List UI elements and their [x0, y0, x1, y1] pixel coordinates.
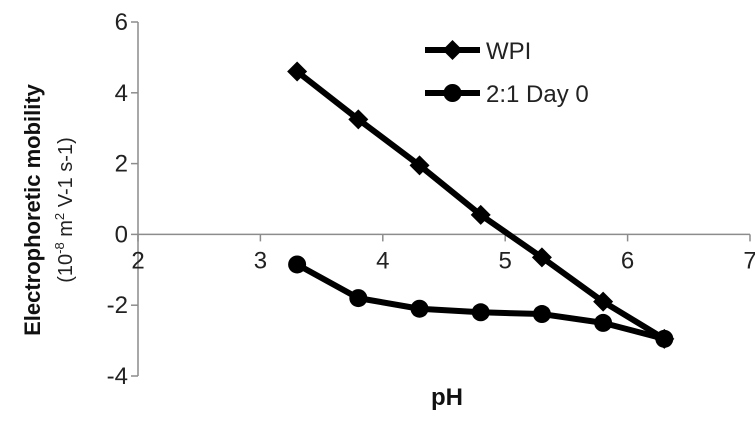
legend-label-wpi: WPI: [486, 38, 531, 65]
data-point-wpi: [348, 109, 369, 130]
legend-marker-day0: [443, 84, 462, 102]
y-tick-label: 6: [115, 9, 128, 36]
y-tick-label: 0: [115, 221, 128, 248]
data-point-day0: [288, 255, 307, 274]
y-tick-label: -2: [107, 292, 128, 319]
data-point-day0: [349, 289, 368, 308]
unit-exponent-1: -8: [52, 242, 67, 254]
data-point-day0: [655, 329, 674, 348]
unit-suffix: V-1 s-1): [55, 137, 77, 213]
legend-marker-wpi: [442, 40, 463, 60]
data-point-wpi: [409, 155, 430, 176]
y-tick-labels: 6 4 2 0 -2 -4: [107, 9, 128, 390]
x-tick-label: 3: [254, 247, 267, 274]
x-tick-label: 5: [499, 247, 512, 274]
data-point-day0: [410, 299, 429, 318]
data-point-day0: [594, 313, 613, 332]
series-layer: [287, 61, 675, 349]
legend: WPI 2:1 Day 0: [425, 38, 589, 108]
x-tick-labels: 2 3 4 5 6 7: [131, 247, 755, 274]
axes: [131, 21, 751, 377]
x-tick-label: 2: [131, 247, 144, 274]
legend-item-day0: 2:1 Day 0: [425, 81, 589, 108]
legend-item-wpi: WPI: [425, 38, 531, 65]
unit-mid: m: [55, 220, 77, 242]
data-point-wpi: [470, 204, 491, 225]
x-tick-label: 7: [743, 247, 755, 274]
y-tick-label: 4: [115, 80, 128, 107]
y-axis-unit-label: (10-8 m2 V-1 s-1): [52, 137, 77, 283]
x-tick-label: 4: [376, 247, 389, 274]
data-point-wpi: [593, 291, 614, 312]
y-tick-label: -4: [107, 363, 128, 390]
y-tick-label: 2: [115, 151, 128, 178]
unit-exponent-2: 2: [52, 213, 67, 220]
x-axis-title: pH: [431, 384, 463, 411]
data-point-wpi: [287, 61, 308, 82]
data-point-wpi: [531, 247, 552, 268]
y-axis-title: Electrophoretic mobility: [20, 83, 45, 336]
data-point-day0: [532, 305, 551, 324]
series-day0: [288, 255, 674, 348]
unit-prefix: (10: [55, 254, 77, 283]
data-point-day0: [471, 303, 490, 322]
legend-label-day0: 2:1 Day 0: [486, 81, 589, 108]
x-tick-label: 6: [621, 247, 634, 274]
